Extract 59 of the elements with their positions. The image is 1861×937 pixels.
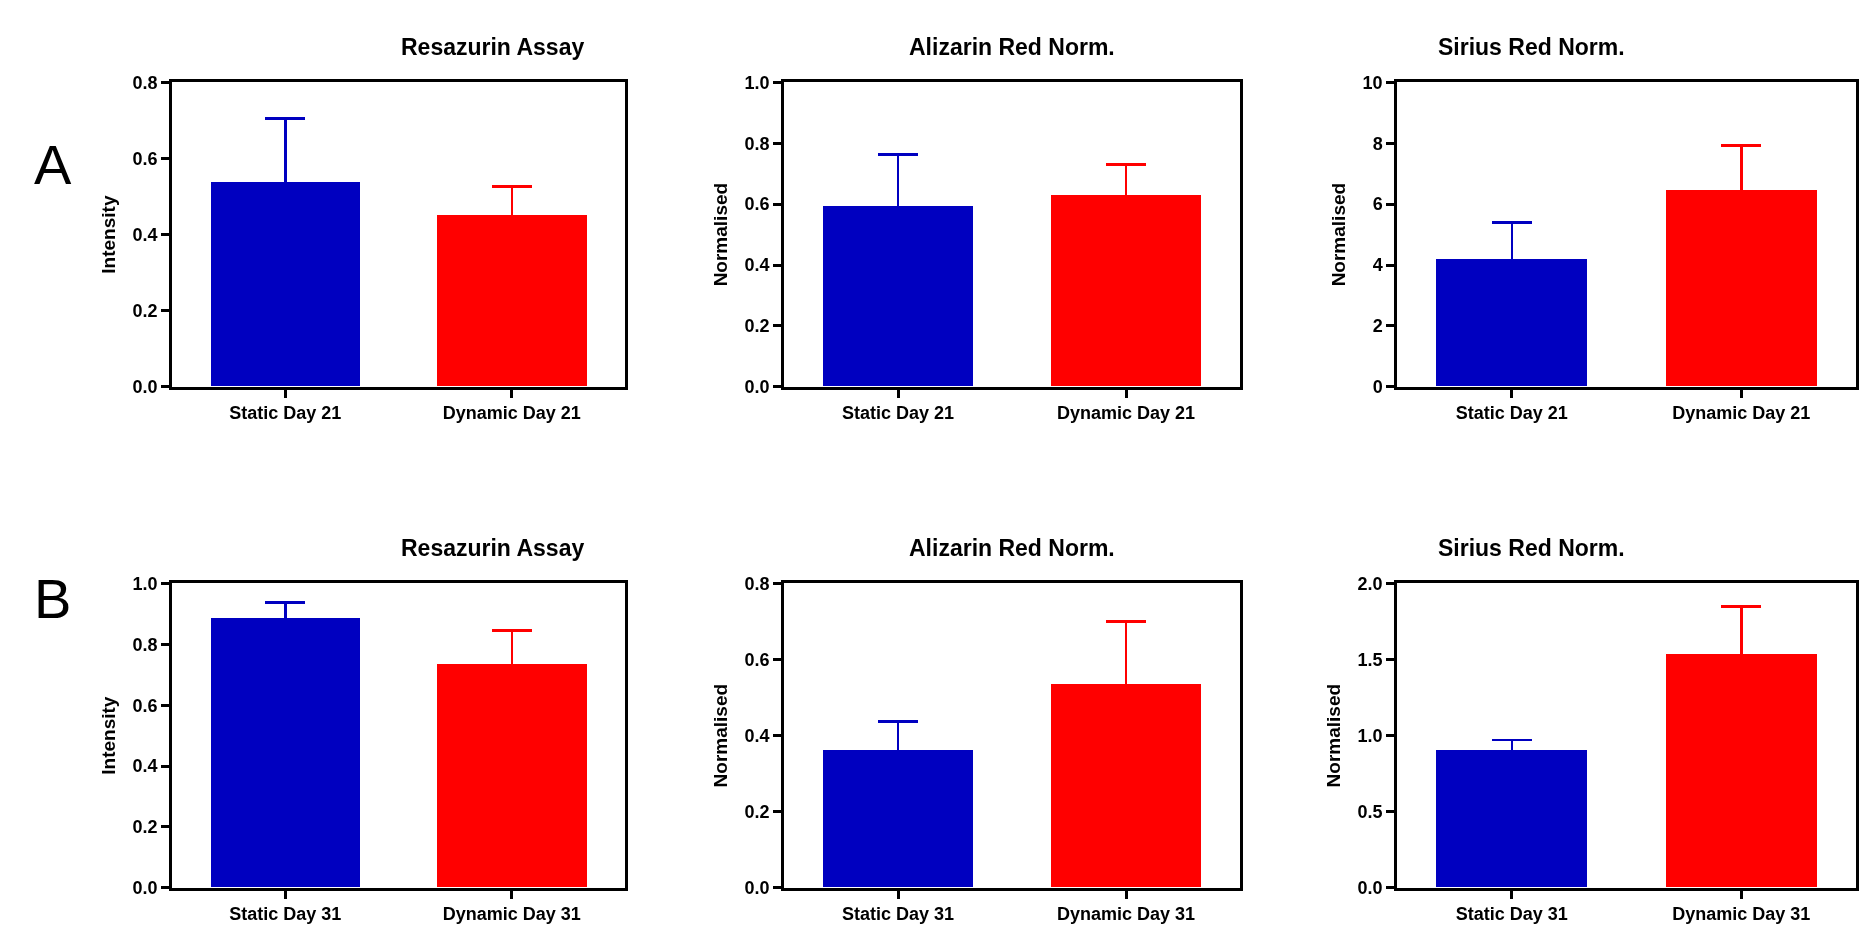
x-tick-label: Dynamic Day 21 — [442, 403, 581, 424]
y-tick-label: 1.5 — [1357, 649, 1383, 670]
x-tick-label: Dynamic Day 21 — [1672, 403, 1811, 424]
y-tick-label: 0.2 — [132, 300, 158, 321]
chart-title: Alizarin Red Norm. — [909, 535, 1115, 561]
y-tick-label: 0.6 — [744, 649, 770, 670]
y-tick-label: 0.6 — [132, 148, 158, 169]
x-tick-label: Static Day 21 — [229, 403, 342, 424]
chart-title: Resazurin Assay — [401, 34, 585, 60]
y-tick-label: 1.0 — [744, 72, 770, 93]
y-tick-label: 0.4 — [744, 255, 770, 276]
y-tick-label: 10 — [1362, 72, 1383, 93]
y-tick-label: 6 — [1372, 194, 1383, 215]
chart-title: Resazurin Assay — [401, 535, 585, 561]
y-tick-label: 0.6 — [132, 695, 158, 716]
y-axis-title: Normalised — [1328, 182, 1350, 287]
y-tick-label: 0.4 — [132, 224, 158, 245]
y-tick-label: 0.2 — [744, 802, 770, 823]
y-axis-title: Intensity — [98, 696, 120, 775]
y-axis-title: Intensity — [98, 195, 120, 274]
x-tick-label: Dynamic Day 31 — [1672, 904, 1811, 925]
x-tick-label: Dynamic Day 31 — [442, 904, 581, 925]
y-tick-label: 0.0 — [132, 377, 158, 398]
y-tick-label: 0.5 — [1357, 802, 1383, 823]
x-tick-label: Static Day 21 — [1455, 403, 1568, 424]
y-tick-label: 1.0 — [1357, 725, 1383, 746]
y-tick-label: 1.0 — [132, 573, 158, 594]
y-tick-label: 2.0 — [1357, 573, 1383, 594]
y-tick-label: 0.4 — [132, 756, 158, 777]
x-tick-label: Dynamic Day 31 — [1056, 904, 1196, 925]
y-tick-label: 8 — [1372, 133, 1383, 154]
x-tick-label: Static Day 21 — [841, 403, 955, 424]
text: A — [34, 133, 72, 196]
y-tick-label: 0.4 — [744, 725, 770, 746]
y-tick-label: 0 — [1372, 377, 1383, 398]
y-axis-title: Normalised — [1323, 683, 1345, 788]
y-tick-label: 4 — [1372, 255, 1383, 276]
y-tick-label: 0.0 — [132, 878, 158, 899]
chart-title: Sirius Red Norm. — [1438, 34, 1625, 60]
y-tick-label: 0.8 — [132, 72, 158, 93]
y-tick-label: 0.6 — [744, 194, 770, 215]
chart-title: Sirius Red Norm. — [1438, 535, 1625, 561]
y-tick-label: 2 — [1372, 316, 1383, 337]
x-tick-label: Static Day 31 — [841, 904, 955, 925]
chart-title: Alizarin Red Norm. — [909, 34, 1115, 60]
x-tick-label: Static Day 31 — [229, 904, 342, 925]
y-tick-label: 0.8 — [132, 634, 158, 655]
y-tick-label: 0.8 — [744, 573, 770, 594]
y-tick-label: 0.2 — [744, 316, 770, 337]
x-tick-label: Static Day 31 — [1455, 904, 1568, 925]
y-tick-label: 0.0 — [744, 377, 770, 398]
y-tick-label: 0.0 — [1357, 878, 1383, 899]
y-axis-title: Normalised — [710, 182, 732, 287]
text: B — [34, 567, 72, 630]
y-tick-label: 0.0 — [744, 878, 770, 899]
y-axis-title: Normalised — [710, 683, 732, 788]
x-tick-label: Dynamic Day 21 — [1056, 403, 1196, 424]
y-tick-label: 0.2 — [132, 817, 158, 838]
y-tick-label: 0.8 — [744, 133, 770, 154]
